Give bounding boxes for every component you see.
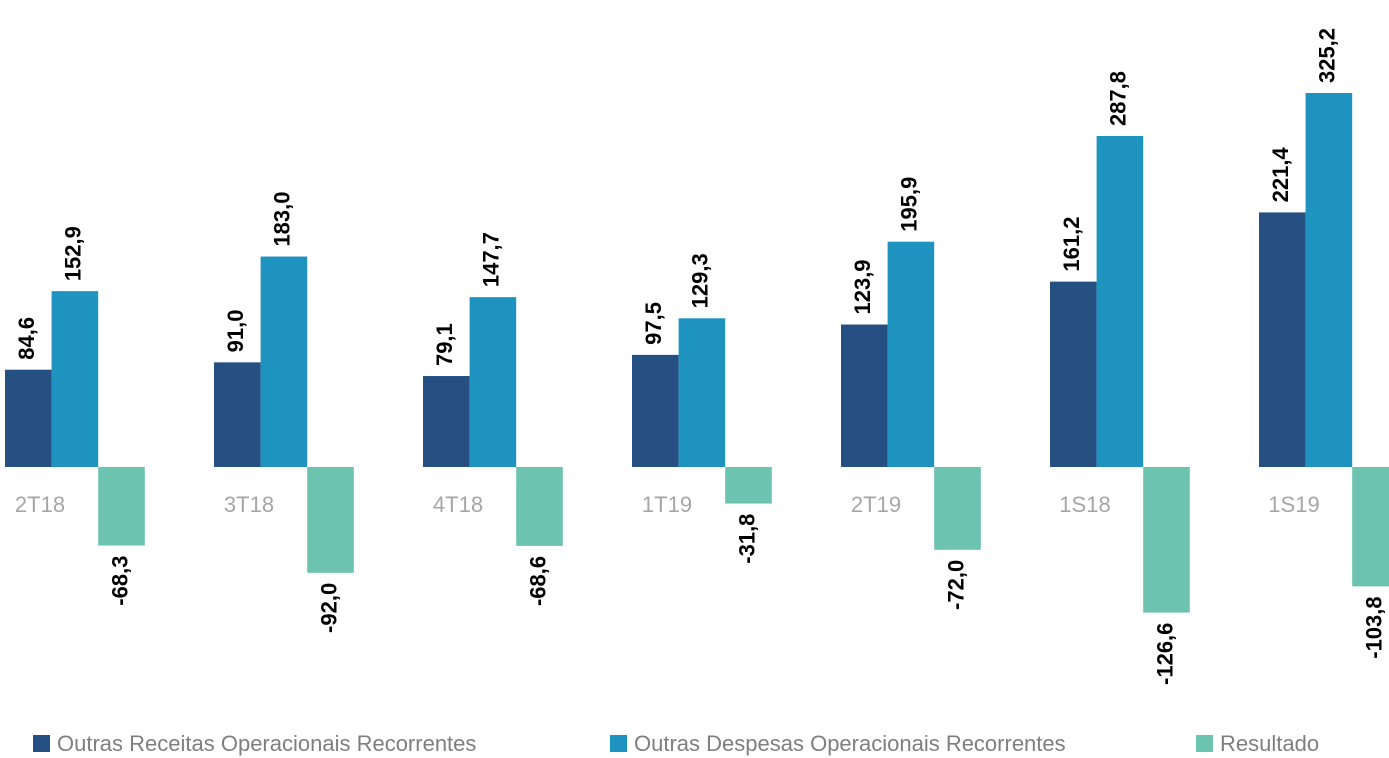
data-label: -68,3 — [107, 556, 132, 606]
bar — [423, 376, 470, 467]
legend-label: Resultado — [1220, 731, 1319, 756]
bar — [1305, 93, 1353, 468]
data-label: -103,8 — [1361, 596, 1386, 658]
bar — [934, 467, 981, 550]
data-label: 183,0 — [270, 191, 295, 246]
x-tick-label: 1T19 — [642, 492, 692, 517]
bar — [841, 324, 888, 467]
data-label: -92,0 — [316, 583, 341, 633]
data-label: 161,2 — [1059, 217, 1084, 272]
bar — [214, 362, 261, 467]
bar — [1050, 281, 1097, 467]
data-label: 123,9 — [850, 259, 875, 314]
bar — [307, 467, 354, 573]
legend-label: Outras Receitas Operacionais Recorrentes — [57, 731, 476, 756]
bar — [632, 354, 679, 467]
data-label: 152,9 — [61, 226, 86, 281]
bar — [1143, 467, 1190, 613]
bar — [260, 256, 308, 467]
legend-swatch — [610, 735, 627, 752]
x-tick-label: 4T18 — [433, 492, 483, 517]
legend-label: Outras Despesas Operacionais Recorrentes — [634, 731, 1066, 756]
bar — [98, 467, 145, 546]
data-label: 325,2 — [1315, 28, 1340, 83]
legend-swatch — [1196, 735, 1213, 752]
data-label: 129,3 — [688, 253, 713, 308]
data-label: 91,0 — [223, 310, 248, 353]
data-label: 84,6 — [14, 317, 39, 360]
data-label: 147,7 — [479, 232, 504, 287]
x-tick-label: 2T19 — [851, 492, 901, 517]
data-label: -31,8 — [734, 514, 759, 564]
bar — [5, 369, 52, 467]
x-tick-label: 3T18 — [224, 492, 274, 517]
legend-swatch — [33, 735, 50, 752]
bar — [516, 467, 563, 546]
data-label: 79,1 — [432, 323, 457, 366]
x-tick-label: 2T18 — [15, 492, 65, 517]
bar — [1259, 212, 1306, 467]
bar — [51, 291, 99, 467]
data-label: -126,6 — [1152, 623, 1177, 685]
data-label: 97,5 — [641, 302, 666, 345]
bar — [1352, 467, 1389, 587]
data-label: 195,9 — [897, 177, 922, 232]
bar — [469, 297, 517, 467]
bar — [678, 318, 726, 467]
data-label: 287,8 — [1106, 71, 1131, 126]
bar — [1096, 136, 1144, 467]
data-label: -68,6 — [525, 556, 550, 606]
bar — [887, 241, 935, 467]
data-label: -72,0 — [943, 560, 968, 610]
x-tick-label: 1S19 — [1268, 492, 1319, 517]
data-label: 221,4 — [1268, 147, 1293, 203]
x-tick-label: 1S18 — [1059, 492, 1110, 517]
bar — [725, 467, 772, 504]
